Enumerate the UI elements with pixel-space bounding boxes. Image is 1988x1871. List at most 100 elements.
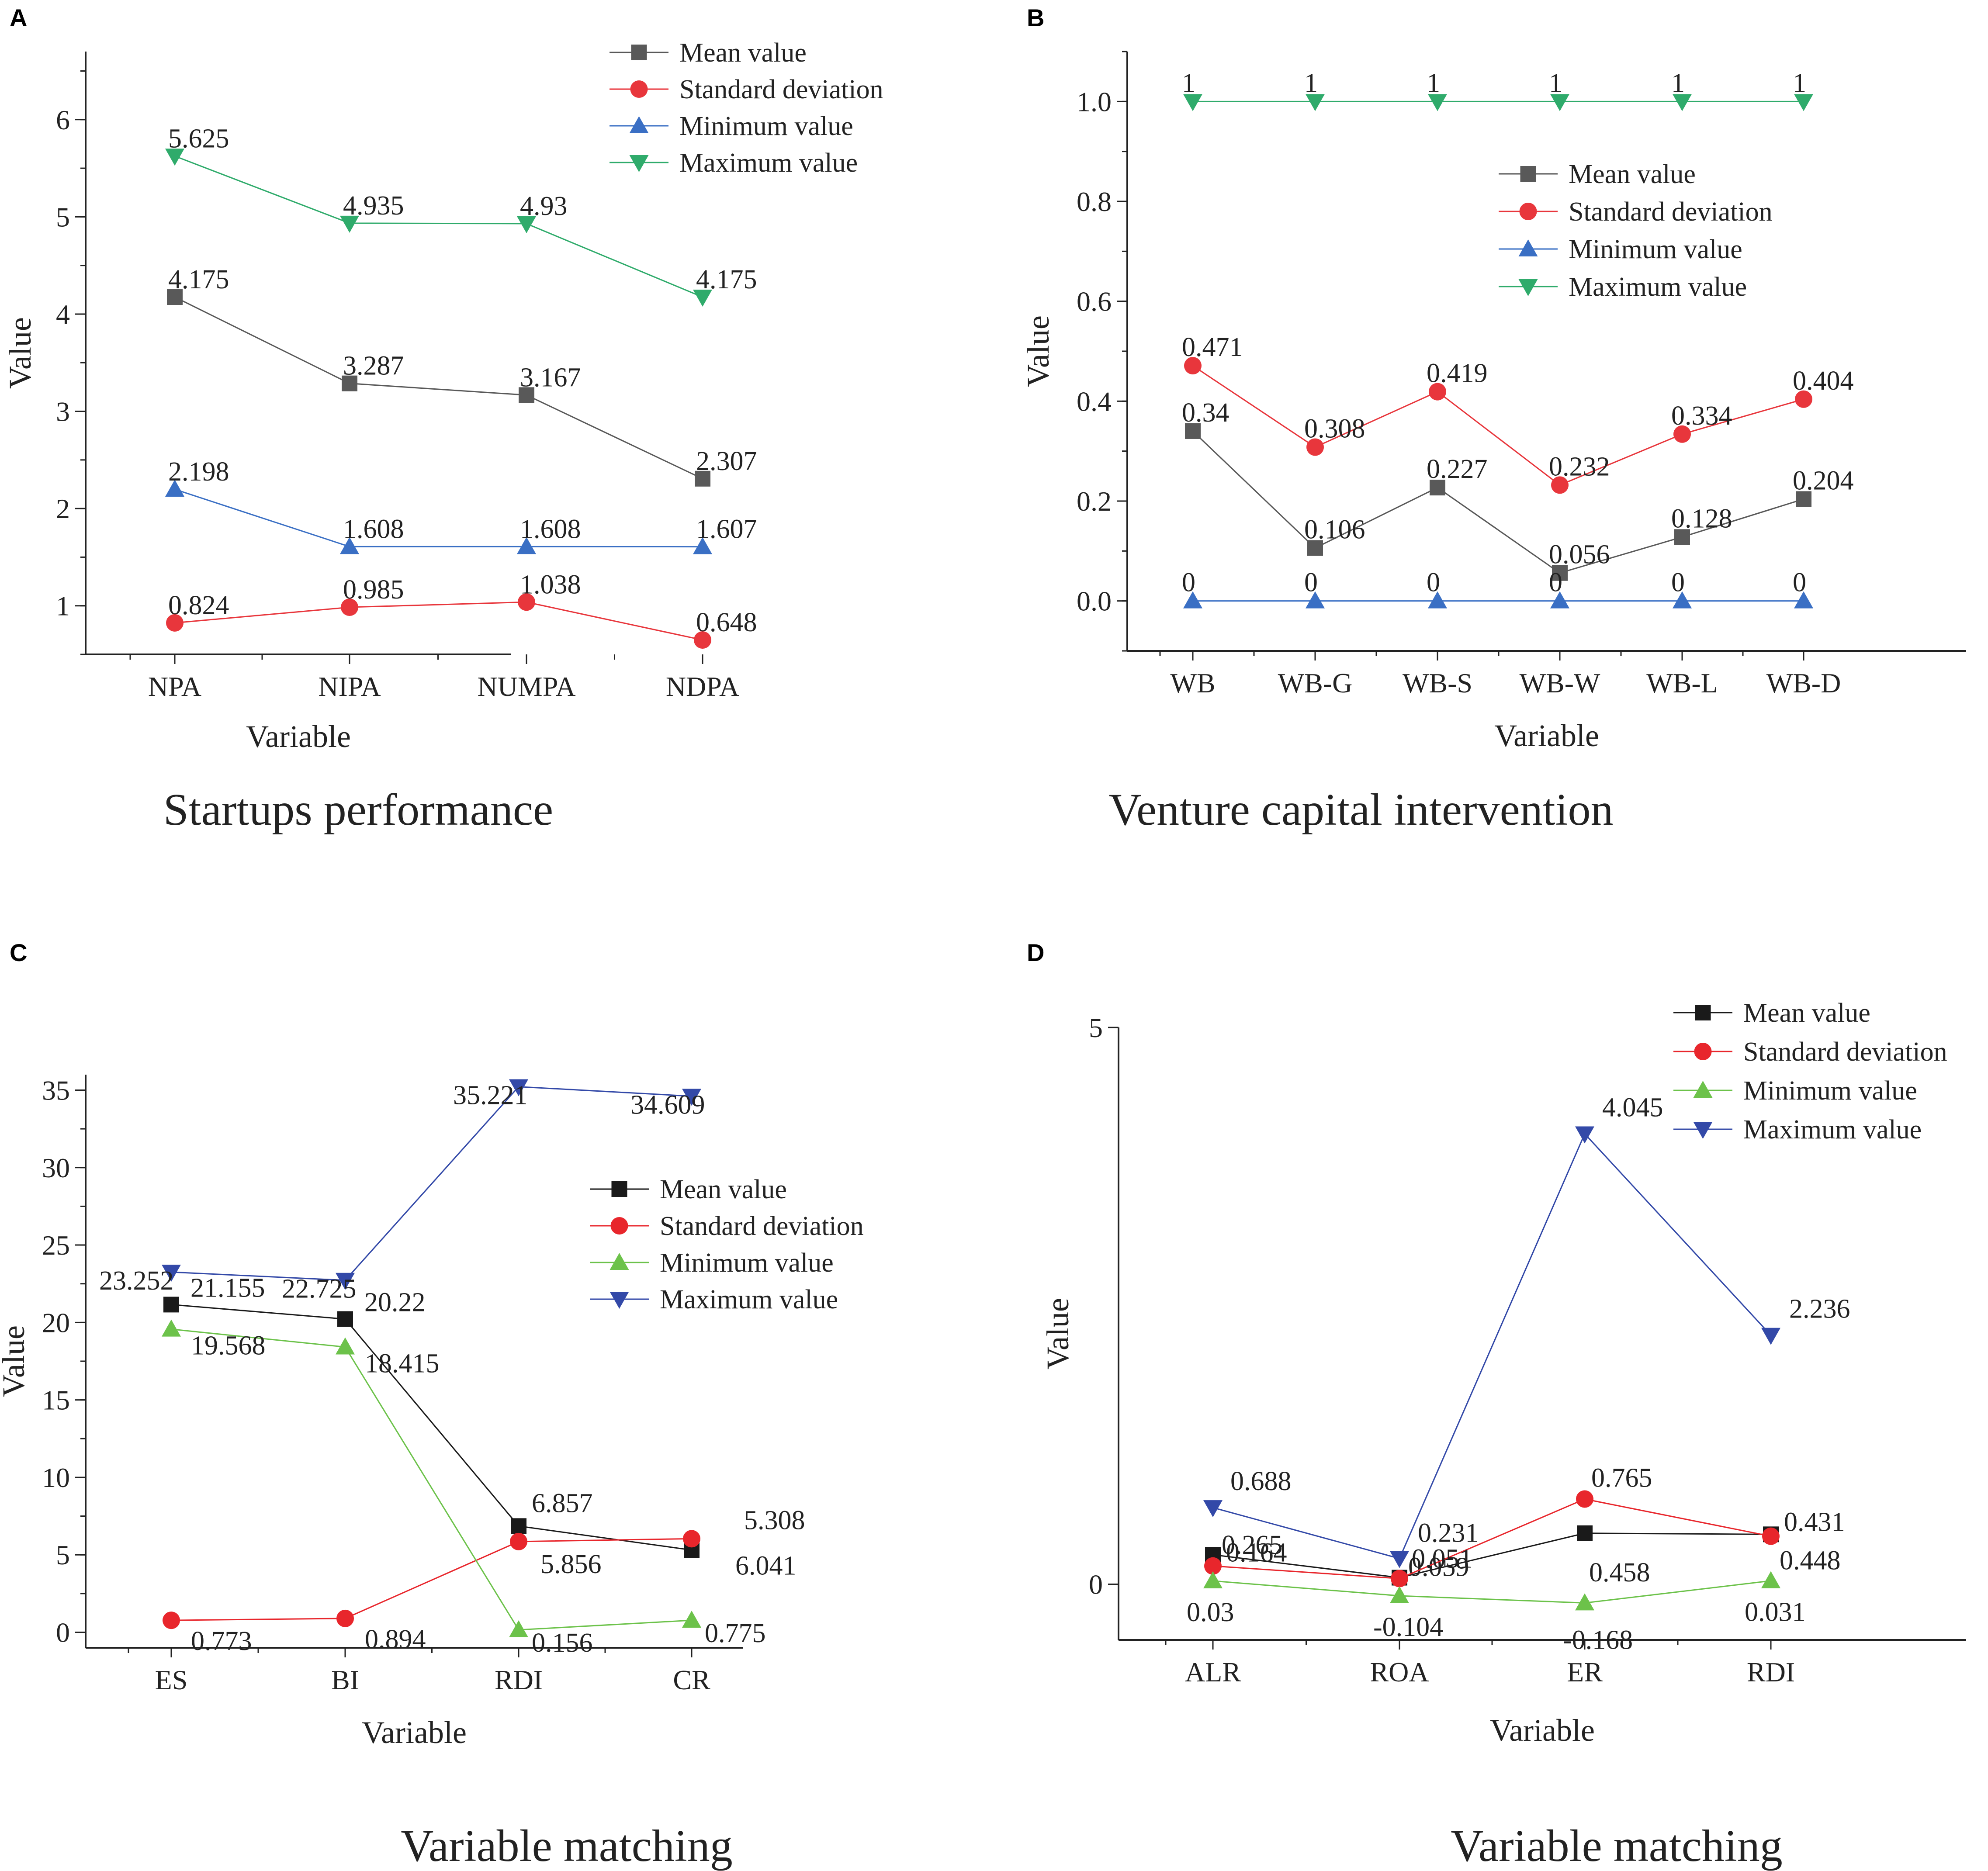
data-label: 4.175 bbox=[168, 265, 229, 294]
legend-marker bbox=[610, 1292, 629, 1309]
data-label: 21.155 bbox=[190, 1273, 265, 1303]
series-mean-value: 0.265 0.059 0.458 0.448 bbox=[1205, 1525, 1841, 1587]
y-tick-label: 5 bbox=[1089, 1012, 1103, 1043]
series-standard-deviation: 0.164 0.051 0.765 0.431 bbox=[1204, 1463, 1845, 1587]
data-label: 1.607 bbox=[696, 515, 757, 544]
data-point bbox=[683, 1530, 700, 1548]
data-point bbox=[693, 290, 712, 307]
y-tick-label: 5 bbox=[56, 201, 70, 232]
series-maximum-value: 0.688 0.231 4.045 2.236 bbox=[1203, 1093, 1850, 1568]
data-label: 19.568 bbox=[191, 1331, 266, 1361]
series-line bbox=[171, 1086, 692, 1281]
data-label: 1 bbox=[1549, 68, 1562, 98]
series-line bbox=[171, 1538, 692, 1621]
panel-caption: Variable matching bbox=[1451, 1821, 1782, 1871]
y-tick-label: 6 bbox=[56, 104, 70, 135]
data-label: 0.34 bbox=[1182, 398, 1230, 428]
data-label: 2.236 bbox=[1789, 1294, 1850, 1324]
series-line bbox=[171, 1328, 692, 1631]
x-tick-label: RDI bbox=[495, 1664, 543, 1695]
data-label: 0.773 bbox=[191, 1626, 252, 1656]
legend-marker bbox=[1518, 239, 1538, 256]
data-label: -0.104 bbox=[1373, 1612, 1443, 1642]
y-axis-title: Value bbox=[1021, 315, 1056, 387]
series-minimum-value: 0.03 -0.104 -0.168 0.031 bbox=[1187, 1571, 1806, 1655]
data-point bbox=[1575, 1126, 1594, 1144]
data-point bbox=[1575, 1593, 1594, 1611]
series-line bbox=[174, 601, 703, 641]
series-line bbox=[1212, 1532, 1771, 1579]
data-point bbox=[1183, 94, 1202, 111]
data-point bbox=[1550, 94, 1569, 111]
data-label: 0.985 bbox=[343, 575, 404, 605]
data-point bbox=[163, 1297, 179, 1313]
data-point bbox=[163, 1612, 180, 1629]
data-point bbox=[1673, 425, 1691, 443]
y-tick-label: 0 bbox=[1089, 1569, 1103, 1600]
data-point bbox=[1796, 491, 1811, 507]
data-point bbox=[517, 537, 536, 554]
legend-label: Minimum value bbox=[660, 1248, 834, 1278]
x-axis-title: Variable bbox=[362, 1715, 467, 1750]
series-line bbox=[1192, 430, 1804, 574]
data-point bbox=[1184, 357, 1202, 375]
x-axis-title: Variable bbox=[246, 719, 351, 754]
legend-label: Maximum value bbox=[1743, 1115, 1922, 1145]
x-tick-label: ES bbox=[155, 1664, 188, 1695]
x-tick-label: CR bbox=[673, 1664, 710, 1695]
legend-label: Minimum value bbox=[1743, 1076, 1917, 1106]
data-point bbox=[336, 1337, 355, 1355]
x-tick-label: NIPA bbox=[318, 671, 381, 702]
data-label: 1 bbox=[1304, 68, 1318, 98]
legend-marker bbox=[610, 1217, 628, 1235]
data-label: 0.128 bbox=[1671, 504, 1732, 533]
legend-marker bbox=[610, 1253, 629, 1270]
legend-marker bbox=[1518, 279, 1538, 296]
data-label: 0 bbox=[1793, 568, 1806, 598]
series-minimum-value: 2.198 1.608 1.608 1.607 bbox=[165, 457, 757, 554]
data-label: 0 bbox=[1671, 568, 1685, 598]
panel-caption: Venture capital intervention bbox=[1108, 785, 1613, 835]
data-point bbox=[695, 470, 710, 487]
data-label: 0.775 bbox=[705, 1619, 766, 1648]
data-point bbox=[1552, 565, 1568, 581]
data-label: 0.404 bbox=[1793, 366, 1854, 396]
series-line bbox=[1212, 1580, 1771, 1604]
legend-marker bbox=[630, 80, 648, 98]
series-maximum-value: 1 1 1 1 1 1 bbox=[1182, 68, 1813, 111]
series-line bbox=[1212, 1132, 1772, 1560]
data-point bbox=[1794, 591, 1813, 609]
x-tick-label: NPA bbox=[148, 671, 201, 702]
data-point bbox=[341, 598, 358, 616]
series-standard-deviation: 0.824 0.985 1.038 0.648 bbox=[166, 570, 757, 649]
data-label: 0.458 bbox=[1589, 1558, 1650, 1587]
legend-marker bbox=[1519, 203, 1537, 220]
data-label: 0.894 bbox=[365, 1625, 426, 1654]
legend-marker bbox=[631, 45, 647, 60]
data-label: 0.448 bbox=[1780, 1546, 1841, 1575]
data-point bbox=[693, 537, 712, 554]
legend-label: Mean value bbox=[1743, 998, 1870, 1028]
y-tick-label: 1.0 bbox=[1077, 86, 1112, 117]
x-axis-title: Variable bbox=[1494, 718, 1599, 753]
data-point bbox=[1306, 438, 1324, 456]
data-point bbox=[1794, 94, 1813, 111]
data-point bbox=[682, 1089, 701, 1106]
y-tick-label: 15 bbox=[42, 1385, 70, 1416]
data-label: 0.308 bbox=[1304, 414, 1365, 444]
data-label: 1 bbox=[1427, 68, 1440, 98]
data-point bbox=[509, 1079, 528, 1096]
data-label: 4.93 bbox=[520, 191, 568, 221]
series-line bbox=[1212, 1498, 1771, 1580]
data-point bbox=[1577, 1525, 1593, 1541]
data-point bbox=[1673, 94, 1692, 111]
data-label: 34.609 bbox=[630, 1090, 705, 1120]
panel-caption: Variable matching bbox=[401, 1821, 732, 1871]
data-label: 4.175 bbox=[696, 265, 757, 294]
data-label: 3.287 bbox=[343, 351, 404, 381]
data-label: 0.765 bbox=[1591, 1463, 1652, 1493]
data-label: 0.431 bbox=[1784, 1508, 1845, 1537]
data-point bbox=[1428, 591, 1447, 609]
x-tick-label: WB-D bbox=[1766, 667, 1841, 699]
